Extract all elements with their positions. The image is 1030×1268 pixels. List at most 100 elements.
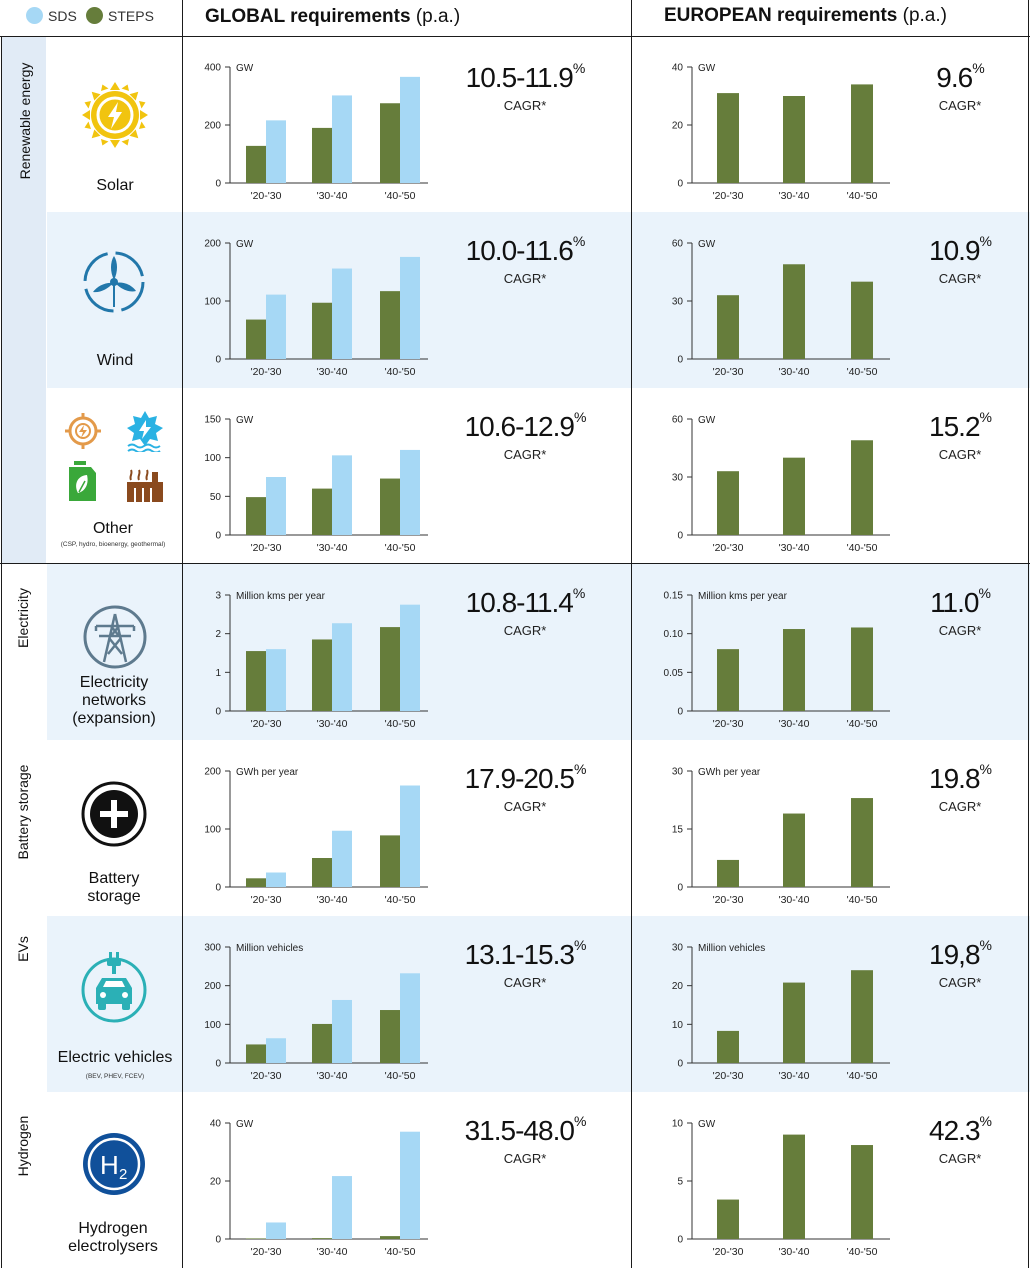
global-header: GLOBAL requirements (p.a.) bbox=[205, 6, 461, 27]
global-cagr-label-ev: CAGR* bbox=[503, 975, 547, 990]
global-solar-x-label: '30-'40 bbox=[317, 190, 348, 202]
global-other-ytick-label: 100 bbox=[204, 453, 221, 464]
global-battery-ytick-label: 200 bbox=[204, 767, 221, 778]
european-battery-x-label: '40-'50 bbox=[847, 894, 878, 906]
svg-text:H: H bbox=[100, 1150, 119, 1180]
global-wind-x-label: '30-'40 bbox=[317, 366, 348, 378]
european-solar-x-label: '40-'50 bbox=[847, 190, 878, 202]
european-battery-x-label: '20-'30 bbox=[713, 894, 744, 906]
global-evs-unit-label: Million vehicles bbox=[236, 943, 303, 954]
european-hydrogen-x-label: '40-'50 bbox=[847, 1246, 878, 1258]
european-hydrogen-x-label: '30-'40 bbox=[779, 1246, 810, 1258]
global-battery-x-label: '30-'40 bbox=[317, 894, 348, 906]
european-cagr-electricity: 11.0% bbox=[930, 585, 991, 618]
global-evs-ytick-label: 300 bbox=[204, 943, 221, 954]
european-wind-unit-label: GW bbox=[698, 239, 716, 250]
global-other-bar-sds bbox=[400, 449, 420, 535]
european-solar-ytick-label: 0 bbox=[677, 179, 683, 190]
global-evs-x-label: '30-'40 bbox=[317, 1070, 348, 1082]
global-solar-bar-steps bbox=[380, 103, 400, 183]
wind-turbine-icon bbox=[83, 251, 145, 313]
global-cagr-ev: 13.1-15.3% bbox=[464, 937, 587, 970]
tech-label-ev: Electric vehicles bbox=[57, 1049, 173, 1066]
global-cagr-battery: 17.9-20.5% bbox=[464, 761, 587, 794]
global-evs-x-label: '20-'30 bbox=[251, 1070, 282, 1082]
european-evs-bar-steps bbox=[783, 982, 805, 1063]
european-header: EUROPEAN requirements (p.a.) bbox=[664, 5, 947, 26]
global-battery-bar-steps bbox=[380, 835, 400, 887]
european-wind-x-label: '30-'40 bbox=[779, 366, 810, 378]
global-electricity-x-label: '20-'30 bbox=[251, 718, 282, 730]
global-battery-bar-sds bbox=[266, 872, 286, 887]
global-hydrogen-x-label: '20-'30 bbox=[251, 1246, 282, 1258]
global-solar-bar-sds bbox=[332, 95, 352, 183]
european-electricity-x-label: '20-'30 bbox=[713, 718, 744, 730]
global-evs-bar-sds bbox=[266, 1038, 286, 1063]
divider bbox=[182, 0, 183, 1268]
global-wind-x-label: '40-'50 bbox=[385, 366, 416, 378]
european-electricity-ytick-label: 0.15 bbox=[664, 591, 684, 602]
european-cagr-ev: 19,8% bbox=[929, 937, 992, 970]
global-battery-bar-sds bbox=[400, 785, 420, 887]
h2-icon: H 2 bbox=[83, 1133, 145, 1195]
european-electricity-ytick-label: 0.10 bbox=[664, 629, 684, 640]
european-electricity-bar-steps bbox=[717, 649, 739, 711]
european-other-ytick-label: 60 bbox=[672, 415, 684, 426]
european-electricity-bar-steps bbox=[783, 629, 805, 711]
european-solar-unit-label: GW bbox=[698, 63, 716, 74]
european-evs-bar-steps bbox=[717, 1030, 739, 1063]
global-evs-bar-sds bbox=[332, 999, 352, 1063]
european-hydrogen-bar-steps bbox=[851, 1145, 873, 1239]
european-evs-ytick-label: 0 bbox=[677, 1059, 683, 1070]
european-cagr-solar: 9.6% bbox=[936, 60, 984, 93]
global-other-bar-sds bbox=[332, 455, 352, 535]
global-wind-ytick-label: 200 bbox=[204, 239, 221, 250]
european-solar-x-label: '20-'30 bbox=[713, 190, 744, 202]
european-wind-bar-steps bbox=[851, 281, 873, 359]
legend-sds-label: SDS bbox=[48, 8, 77, 24]
solar-icon bbox=[82, 82, 148, 148]
global-solar-x-label: '40-'50 bbox=[385, 190, 416, 202]
european-wind-bar-steps bbox=[783, 264, 805, 359]
global-other-bar-sds bbox=[266, 477, 286, 535]
global-evs-bar-steps bbox=[380, 1010, 400, 1063]
global-battery-x-label: '40-'50 bbox=[385, 894, 416, 906]
battery-plus-icon bbox=[81, 781, 147, 847]
european-electricity-bar-steps bbox=[851, 627, 873, 711]
european-solar-bar-steps bbox=[783, 96, 805, 183]
global-electricity-ytick-label: 3 bbox=[215, 591, 221, 602]
legend-steps-label: STEPS bbox=[108, 8, 154, 24]
global-cagr-label-wind: CAGR* bbox=[503, 271, 547, 286]
geothermal-icon bbox=[127, 469, 163, 502]
global-evs-ytick-label: 200 bbox=[204, 981, 221, 992]
legend-sds-swatch bbox=[26, 7, 43, 24]
european-cagr-label-battery: CAGR* bbox=[938, 799, 982, 814]
global-electricity-ytick-label: 0 bbox=[215, 707, 221, 718]
global-hydrogen-bar-sds bbox=[400, 1131, 420, 1239]
european-electricity-ytick-label: 0 bbox=[677, 707, 683, 718]
divider bbox=[1, 37, 2, 1268]
european-battery-ytick-label: 30 bbox=[672, 767, 684, 778]
european-other-x-label: '30-'40 bbox=[779, 542, 810, 554]
european-cagr-label-other: CAGR* bbox=[938, 447, 982, 462]
european-evs-bar-steps bbox=[851, 970, 873, 1063]
european-electricity-x-label: '30-'40 bbox=[779, 718, 810, 730]
european-evs-x-label: '40-'50 bbox=[847, 1070, 878, 1082]
global-hydrogen-bar-steps bbox=[312, 1238, 332, 1239]
tech-label-battery: Battery storage bbox=[87, 870, 141, 905]
global-wind-unit-label: GW bbox=[236, 239, 254, 250]
transmission-tower-icon bbox=[83, 605, 147, 669]
global-other-bar-steps bbox=[380, 478, 400, 535]
global-hydrogen-bar-steps bbox=[246, 1238, 266, 1239]
global-solar-ytick-label: 0 bbox=[215, 179, 221, 190]
european-electricity-ytick-label: 0.05 bbox=[664, 668, 684, 679]
global-wind-bar-sds bbox=[266, 294, 286, 359]
european-battery-bar-steps bbox=[783, 813, 805, 887]
global-battery-ytick-label: 0 bbox=[215, 883, 221, 894]
global-electricity-x-label: '30-'40 bbox=[317, 718, 348, 730]
hydro-icon bbox=[127, 411, 163, 452]
european-battery-ytick-label: 0 bbox=[677, 883, 683, 894]
european-electricity-x-label: '40-'50 bbox=[847, 718, 878, 730]
european-solar-bar-steps bbox=[851, 84, 873, 183]
european-evs-ytick-label: 20 bbox=[672, 981, 684, 992]
